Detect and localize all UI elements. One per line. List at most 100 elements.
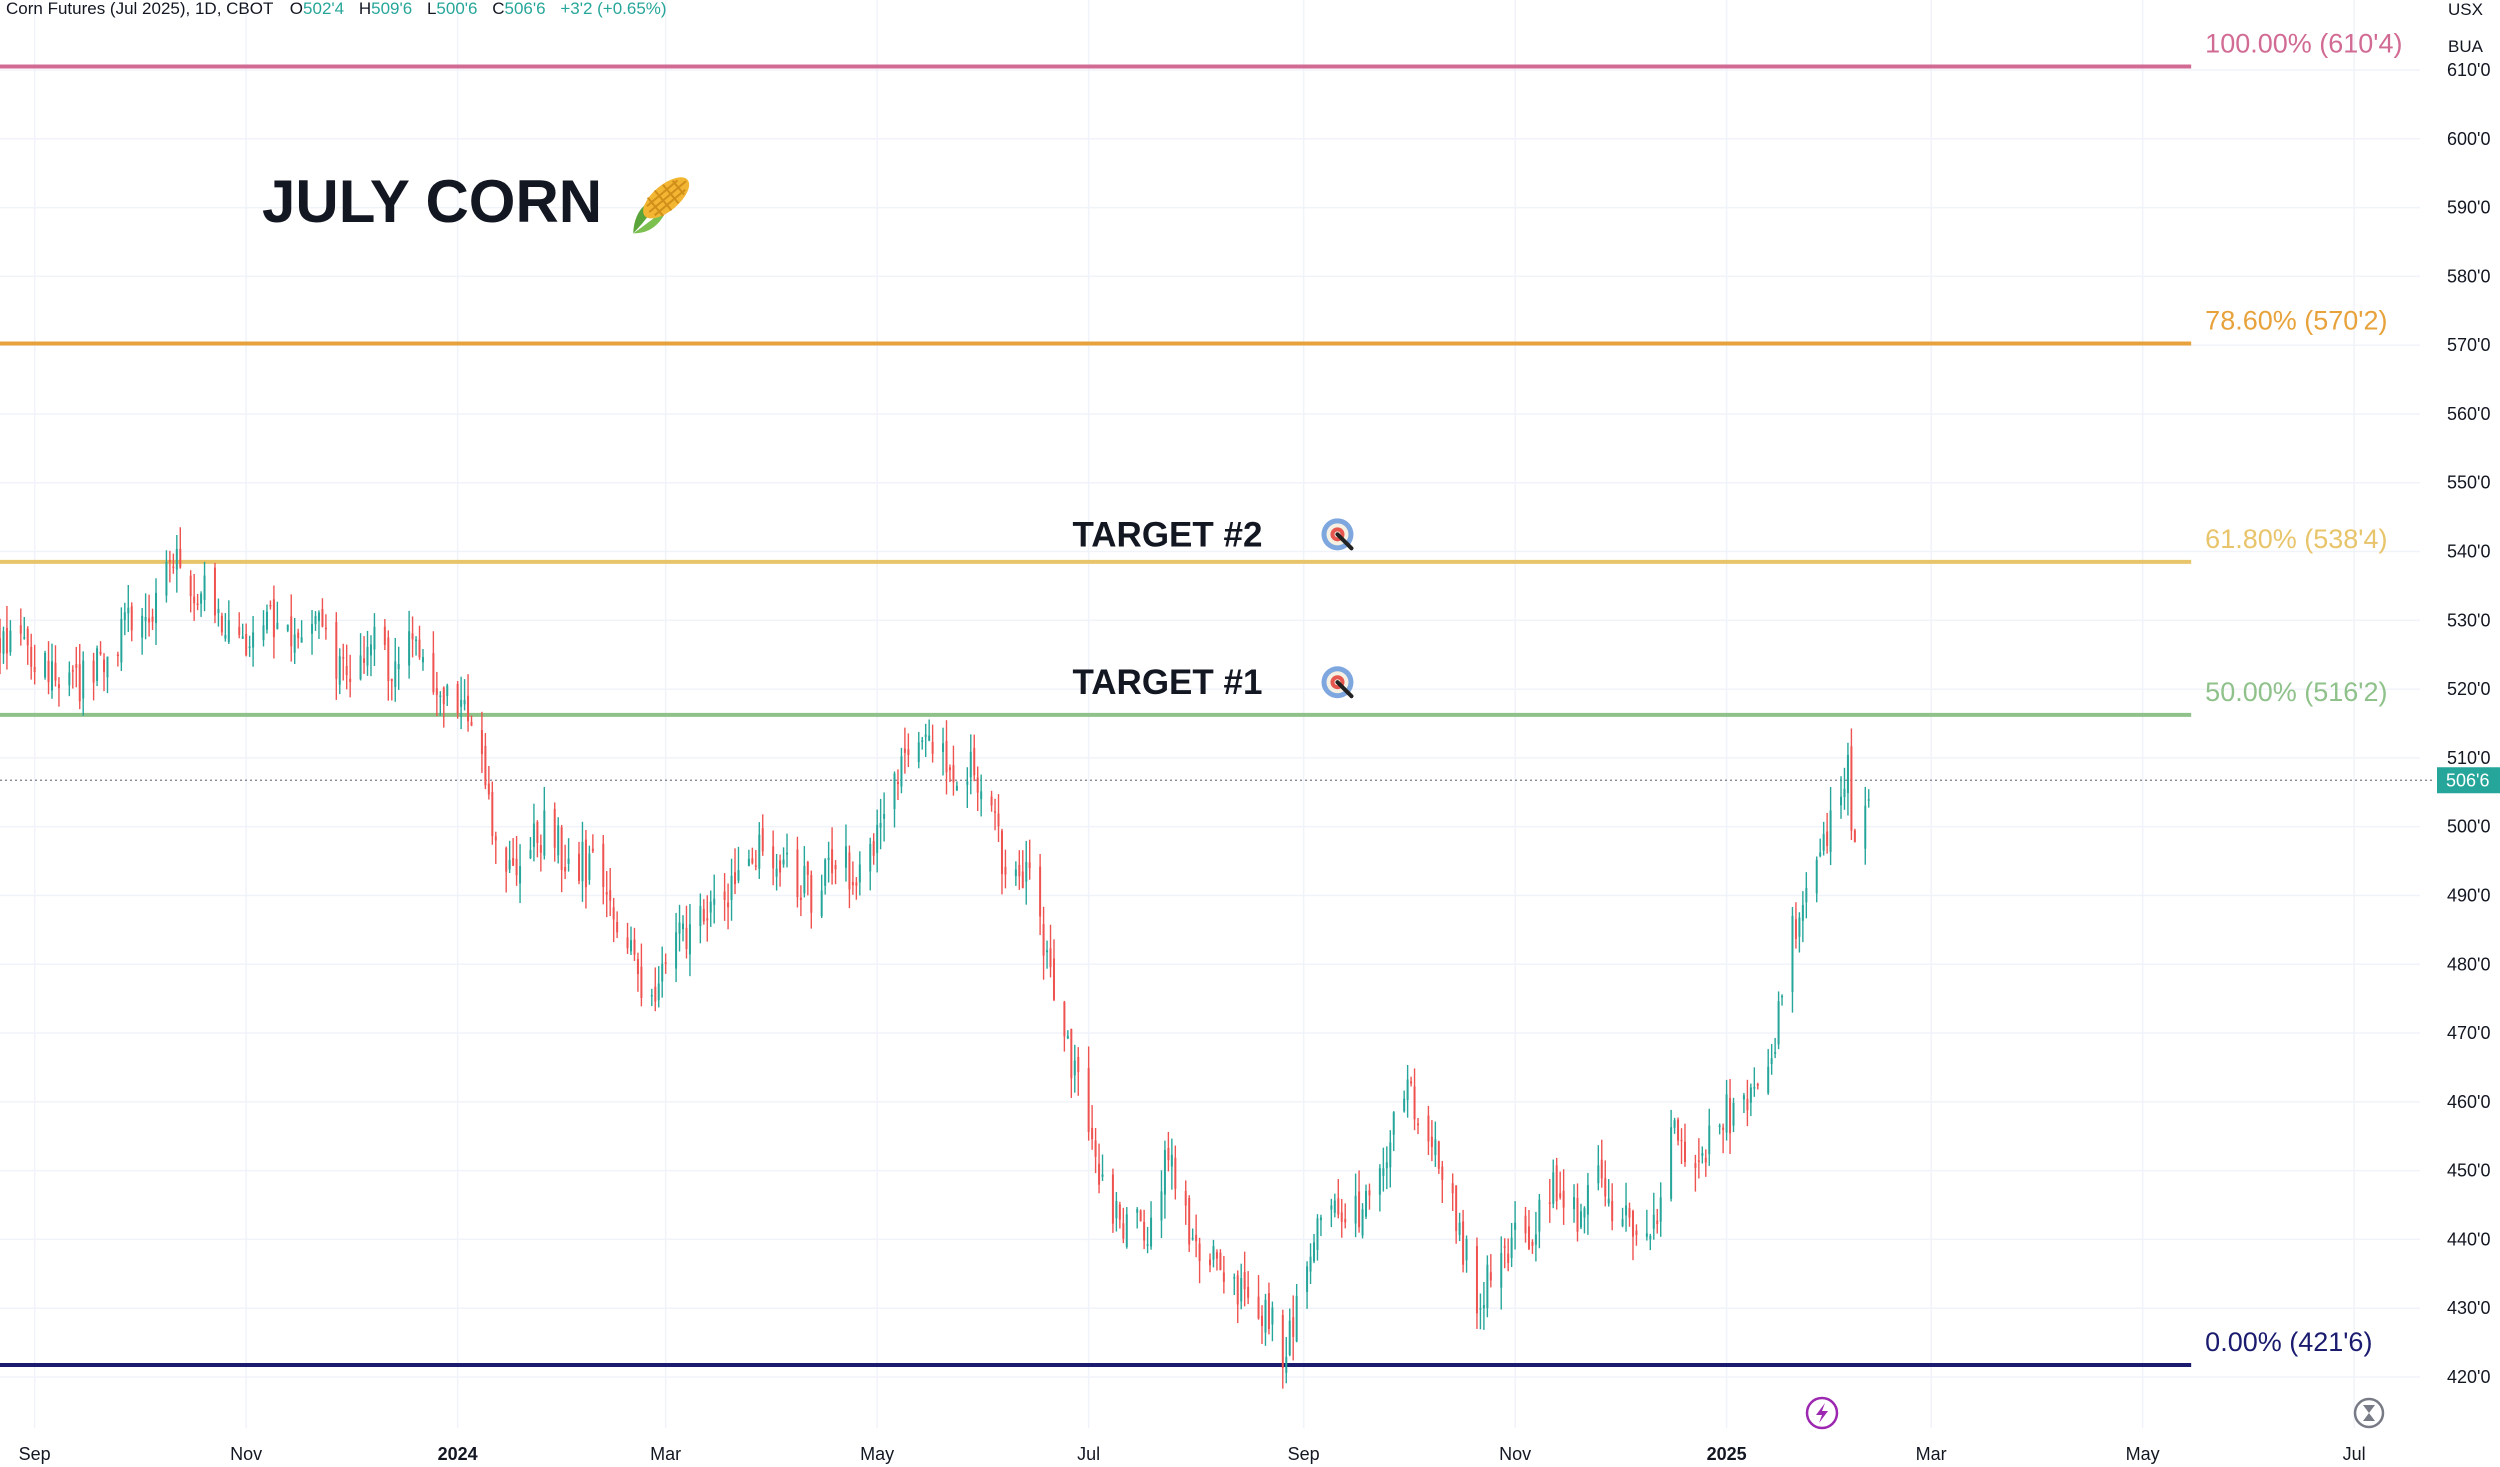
candle-body [512, 858, 515, 866]
lightning-icon[interactable] [1805, 1396, 1839, 1430]
candle-body [976, 777, 979, 793]
candle-body [1052, 958, 1055, 1000]
candle-body [1645, 1233, 1648, 1237]
candle-body [948, 767, 951, 771]
candle-body [678, 922, 681, 934]
candle-body [317, 612, 320, 622]
candle-body [536, 821, 539, 843]
unit-label: BUA [2448, 37, 2484, 56]
candle-body [650, 995, 653, 997]
candle-body [265, 611, 268, 630]
candle-body [834, 864, 837, 870]
candle-body [366, 646, 369, 666]
candle-body [1000, 830, 1003, 875]
candle-body [127, 607, 130, 614]
price-axis[interactable]: 420'0 430'0 440'0 450'0 460'0 470'0 480'0 490'0… [2437, 60, 2500, 1387]
hourglass-icon[interactable] [2353, 1397, 2385, 1429]
candle-body [1292, 1317, 1295, 1337]
candle-body [1767, 1066, 1770, 1094]
candle-body [1240, 1278, 1243, 1302]
candle-body [394, 661, 397, 687]
candle-body [5, 627, 8, 654]
candle-body [1046, 950, 1049, 953]
candle-body [609, 890, 612, 901]
candle-body [1070, 1029, 1073, 1079]
candle-body [1319, 1217, 1322, 1221]
candle-body [1184, 1191, 1187, 1206]
candle-body [1358, 1191, 1361, 1228]
candle-body [1826, 831, 1829, 847]
candle-body [713, 898, 716, 905]
time-axis[interactable]: Sep Nov 2024 Mar May Jul Sep Nov 2025 Mar May Jul [19, 1444, 2366, 1464]
candle-body [248, 646, 251, 649]
candle-body [661, 963, 664, 982]
candle-body [924, 734, 927, 737]
candle-body [415, 639, 418, 642]
candle-body [1559, 1193, 1562, 1198]
candle-body [824, 859, 827, 886]
candle-body [931, 741, 934, 754]
candle-body [1063, 1001, 1066, 1037]
candle-body [116, 654, 119, 657]
candle-body [1465, 1238, 1468, 1261]
candle-body [1434, 1139, 1437, 1156]
candle-body [189, 575, 192, 597]
last-price-label: 506'6 [2446, 770, 2489, 790]
candle-body [314, 616, 317, 625]
candle-body [1039, 866, 1042, 917]
fib-level-label: 100.00% (610'4) [2205, 29, 2402, 59]
candle-body [1073, 1060, 1076, 1076]
candle-body [224, 635, 227, 639]
candle-body [654, 986, 657, 1002]
candle-body [723, 891, 726, 900]
candle-body [827, 857, 830, 860]
candle-body [1462, 1221, 1465, 1265]
candle-body [9, 630, 12, 653]
candle-body [1337, 1198, 1340, 1215]
candle-body [1611, 1200, 1614, 1222]
candle-body [1718, 1125, 1721, 1128]
candle-body [1261, 1315, 1264, 1327]
symbol-title: Corn Futures (Jul 2025), 1D, CBOT [6, 0, 273, 18]
candle-body [876, 824, 879, 854]
candle-body [786, 852, 789, 855]
time-tick-label: Sep [1288, 1444, 1320, 1464]
fib-level-label: 0.00% (421'6) [2205, 1327, 2372, 1357]
candle-body [141, 615, 144, 638]
candle-body [782, 859, 785, 865]
fibonacci-levels: 100.00% (610'4) 78.60% (570'2) 61.80% (538… [0, 29, 2402, 1367]
corn-icon [633, 177, 690, 234]
candle-body [810, 875, 813, 913]
candle-body [702, 908, 705, 922]
candle-body [196, 603, 199, 605]
candle-body [896, 781, 899, 784]
candle-body [529, 850, 532, 858]
candle-body [969, 751, 972, 778]
candle-body [990, 796, 993, 806]
candle-body [1267, 1293, 1270, 1330]
candle-body [245, 633, 248, 656]
candle-body [1004, 866, 1007, 875]
candle-body [519, 866, 522, 884]
candle-body [1597, 1165, 1600, 1184]
candle-body [269, 604, 272, 607]
candle-body [2, 631, 5, 654]
price-tick-label: 530'0 [2447, 610, 2490, 630]
price-tick-label: 600'0 [2447, 129, 2490, 149]
candle-body [1673, 1120, 1676, 1128]
fib-level-label: 50.00% (516'2) [2205, 677, 2387, 707]
candle-body [51, 661, 54, 691]
candle-body [359, 655, 362, 680]
candle-body [435, 688, 438, 695]
candle-body [1742, 1095, 1745, 1100]
candle-body [602, 843, 605, 887]
candle-body [1708, 1125, 1711, 1155]
price-tick-label: 450'0 [2447, 1161, 2490, 1181]
candle-body [1344, 1218, 1347, 1223]
candle-body [706, 918, 709, 921]
candle-body [1122, 1223, 1125, 1239]
candle-body [1538, 1199, 1541, 1232]
unit-labels: USX BUA [2448, 0, 2484, 56]
candle-body [1756, 1084, 1759, 1086]
